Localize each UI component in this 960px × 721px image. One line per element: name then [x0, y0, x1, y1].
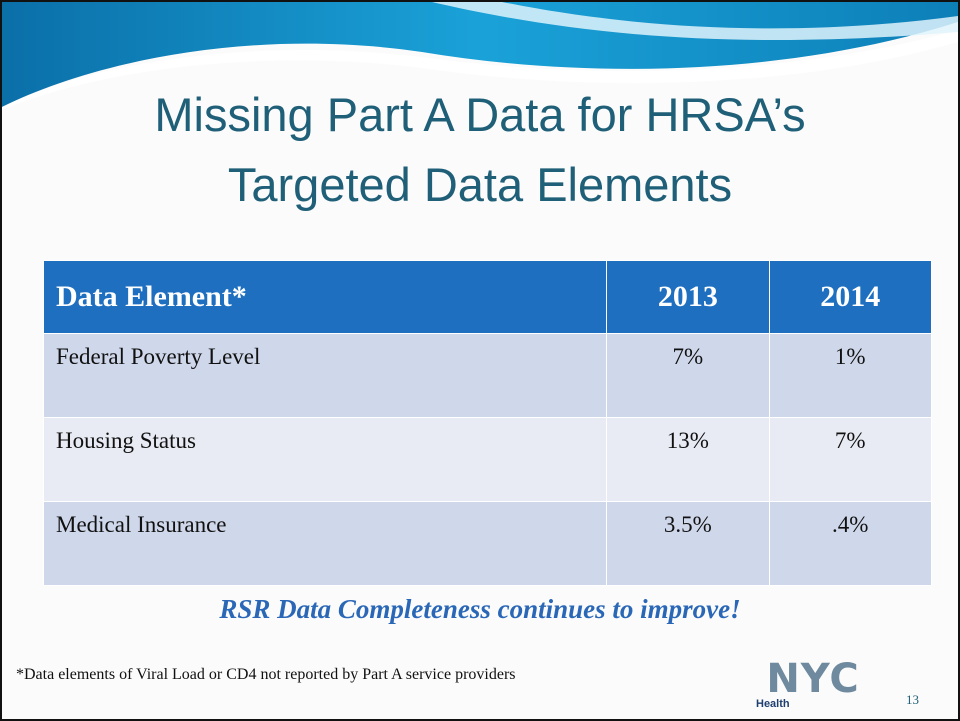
cell: 1% [768, 333, 933, 418]
cell: 7% [606, 333, 770, 418]
logo-text: NYC [766, 656, 860, 702]
logo: NYC Health [754, 656, 872, 714]
title-line: Targeted Data Elements [227, 158, 733, 211]
header-wave [2, 2, 958, 110]
wave-highlight [2, 30, 958, 110]
cell: 3.5% [606, 501, 770, 586]
header-cell: 2013 [606, 260, 770, 334]
slide-title: Missing Part A Data for HRSA’s Targeted … [2, 80, 958, 220]
table-row: Federal Poverty Level 7% 1% [42, 333, 933, 418]
table-row: Medical Insurance 3.5% .4% [42, 501, 933, 586]
logo-subtext: Health [756, 698, 790, 710]
header-cell: Data Element* [42, 260, 608, 334]
header-row: Data Element* 2013 2014 [42, 260, 933, 334]
table-row: Housing Status 13% 7% [42, 417, 933, 502]
cell: Housing Status [42, 417, 608, 502]
cell: Federal Poverty Level [42, 333, 608, 418]
wave-light [432, 2, 958, 41]
cell: Medical Insurance [42, 501, 608, 586]
tagline: RSR Data Completeness continues to impro… [219, 594, 741, 624]
footnote: *Data elements of Viral Load or CD4 not … [16, 666, 516, 683]
page-number: 13 [906, 692, 919, 707]
title-line: Missing Part A Data for HRSA’s [154, 88, 806, 141]
cell: 7% [768, 417, 933, 502]
cell: .4% [768, 501, 933, 586]
data-table: Data Element* 2013 2014 Federal Poverty … [42, 260, 933, 586]
header-cell: 2014 [768, 260, 933, 334]
cell: 13% [606, 417, 770, 502]
